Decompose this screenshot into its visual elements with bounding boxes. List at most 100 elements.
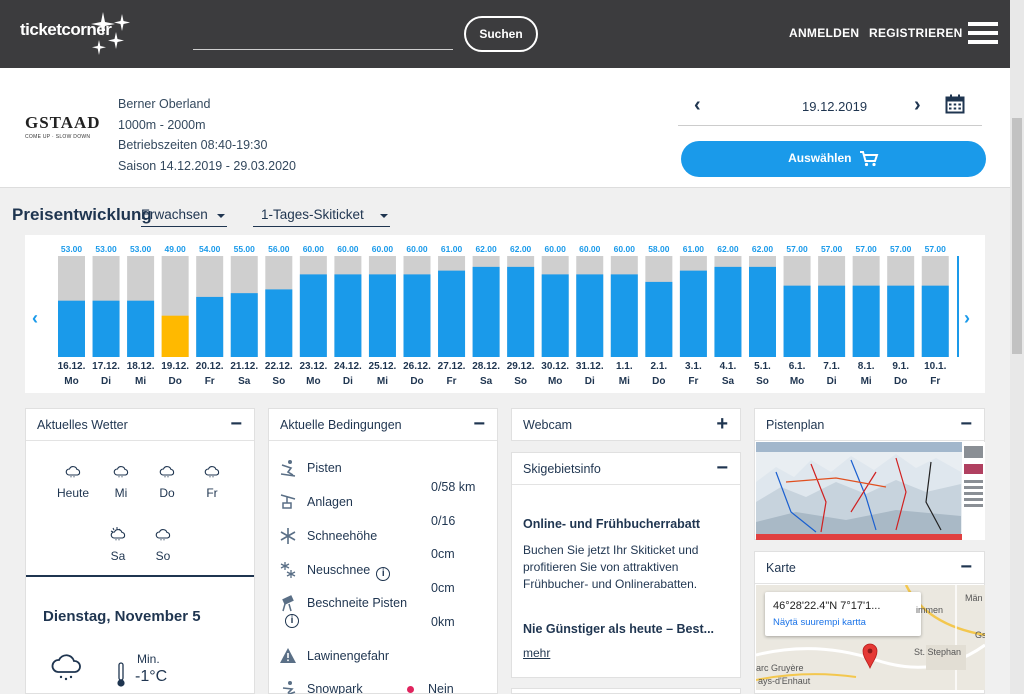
resort-details: Berner Oberland 1000m - 2000m Betriebsze… [118, 94, 296, 176]
map-view[interactable]: 46°28'22.4"N 7°17'1... Näytä suurempi ka… [756, 585, 985, 690]
weekday-label: Di [827, 376, 837, 387]
partly-sunny-icon [110, 527, 126, 541]
weekday-label: Mi [619, 376, 630, 387]
price-bar[interactable] [196, 296, 224, 357]
date-label: 18.12. [127, 361, 155, 372]
previous-date-icon[interactable]: ‹ [694, 94, 701, 116]
price-bar[interactable] [334, 274, 362, 357]
ski-area-info-card: Skigebietsinfo − Online- und Frühbucherr… [511, 452, 741, 678]
weekday-label: Do [894, 376, 907, 387]
chart-prev-icon[interactable]: ‹ [32, 308, 38, 328]
info-subheading: Nie Günstiger als heute – Best... [523, 622, 715, 636]
map-place-label: Män [965, 593, 983, 603]
pistes-value: 0/58 km [431, 480, 476, 494]
info-body-line: Frühbucher- und Onlinerabatten. [523, 577, 698, 591]
price-bar[interactable] [265, 289, 293, 357]
ski-area-info-title: Skigebietsinfo [523, 462, 601, 476]
next-card-edge [511, 688, 741, 694]
price-bar[interactable] [714, 266, 742, 357]
weekday-label: Fr [447, 376, 457, 387]
next-date-icon[interactable]: › [914, 94, 921, 116]
select-button[interactable]: Auswählen [681, 141, 986, 177]
larger-map-link[interactable]: Näytä suurempi kartta [773, 617, 866, 628]
piste-map-image[interactable] [756, 442, 985, 540]
date-label: 6.1. [789, 361, 806, 372]
scrollbar-thumb[interactable] [1012, 118, 1022, 354]
date-label: 24.12. [334, 361, 362, 372]
expand-icon[interactable]: + [716, 413, 728, 435]
price-bar[interactable] [783, 285, 811, 357]
weather-day: Sa [98, 527, 138, 563]
price-label: 61.00 [683, 244, 705, 254]
price-bar[interactable] [58, 300, 85, 357]
collapse-icon[interactable]: − [473, 413, 485, 435]
date-label: 16.12. [58, 361, 86, 372]
price-bar[interactable] [541, 274, 569, 357]
price-bar[interactable] [403, 274, 431, 357]
collapse-icon[interactable]: − [960, 413, 972, 435]
price-bar[interactable] [610, 274, 638, 357]
conditions-title: Aktuelle Bedingungen [280, 418, 402, 432]
price-bar[interactable] [127, 300, 155, 357]
weekday-label: Di [343, 376, 353, 387]
ticket-type-dropdown[interactable]: 1-Tages-Skiticket [253, 207, 390, 227]
more-link[interactable]: mehr [523, 646, 551, 660]
weather-date: Dienstag, November 5 [43, 608, 201, 625]
price-label: 60.00 [372, 244, 394, 254]
weekday-label: Mi [377, 376, 388, 387]
search-input[interactable] [193, 49, 453, 50]
price-bar[interactable] [438, 270, 466, 357]
price-bar[interactable] [230, 293, 258, 357]
price-bar[interactable] [472, 266, 500, 357]
weather-day: Do [147, 464, 187, 500]
map-place-label: Gs [975, 630, 985, 640]
collapse-icon[interactable]: − [230, 413, 242, 435]
register-link[interactable]: REGISTRIEREN [869, 26, 963, 40]
map-place-label: St. Stephan [914, 647, 962, 657]
price-bar[interactable] [749, 266, 776, 357]
date-label: 31.12. [576, 361, 604, 372]
price-label: 57.00 [890, 244, 912, 254]
search-button[interactable]: Suchen [464, 16, 538, 52]
price-bar[interactable] [818, 285, 846, 357]
skier-icon [280, 460, 296, 477]
login-link[interactable]: ANMELDEN [789, 26, 860, 40]
calendar-icon[interactable] [945, 94, 965, 114]
chart-next-icon[interactable]: › [964, 308, 970, 328]
weekday-label: So [514, 376, 527, 387]
price-bar[interactable] [299, 274, 327, 357]
price-label: 56.00 [268, 244, 290, 254]
price-bar[interactable] [368, 274, 396, 357]
price-bar[interactable] [887, 285, 915, 357]
info-icon[interactable]: i [376, 567, 391, 581]
price-bar[interactable] [92, 300, 120, 357]
price-bar[interactable] [852, 285, 880, 357]
cloud-icon [204, 466, 220, 478]
price-label: 57.00 [856, 244, 878, 254]
cloud-icon [155, 529, 171, 541]
ticketcorner-logo[interactable]: ticketcorner [20, 20, 112, 39]
map-pin-icon[interactable] [862, 643, 878, 669]
price-bar[interactable] [679, 270, 707, 357]
price-bar[interactable] [507, 266, 535, 357]
lifts-value: 0/16 [431, 514, 456, 528]
price-bar[interactable] [921, 285, 949, 357]
price-bar[interactable] [161, 315, 189, 357]
price-bar[interactable] [576, 274, 604, 357]
price-label: 57.00 [925, 244, 947, 254]
top-navigation-bar: ticketcorner Suchen ANMELDEN REGISTRIERE… [0, 0, 1010, 68]
weather-day-label: Heute [56, 486, 90, 500]
price-label: 53.00 [61, 244, 83, 254]
date-label: 20.12. [196, 361, 224, 372]
shopping-cart-icon [859, 151, 879, 167]
price-bar[interactable] [645, 281, 673, 357]
collapse-icon[interactable]: − [716, 457, 728, 479]
menu-icon[interactable] [968, 22, 998, 44]
info-icon[interactable]: i [285, 614, 299, 628]
min-temp-value: -1°C [135, 668, 168, 685]
price-label: 58.00 [648, 244, 670, 254]
category-dropdown[interactable]: Erwachsen [141, 207, 227, 227]
weekday-label: Fr [688, 376, 698, 387]
price-label: 60.00 [406, 244, 428, 254]
collapse-icon[interactable]: − [960, 556, 972, 578]
